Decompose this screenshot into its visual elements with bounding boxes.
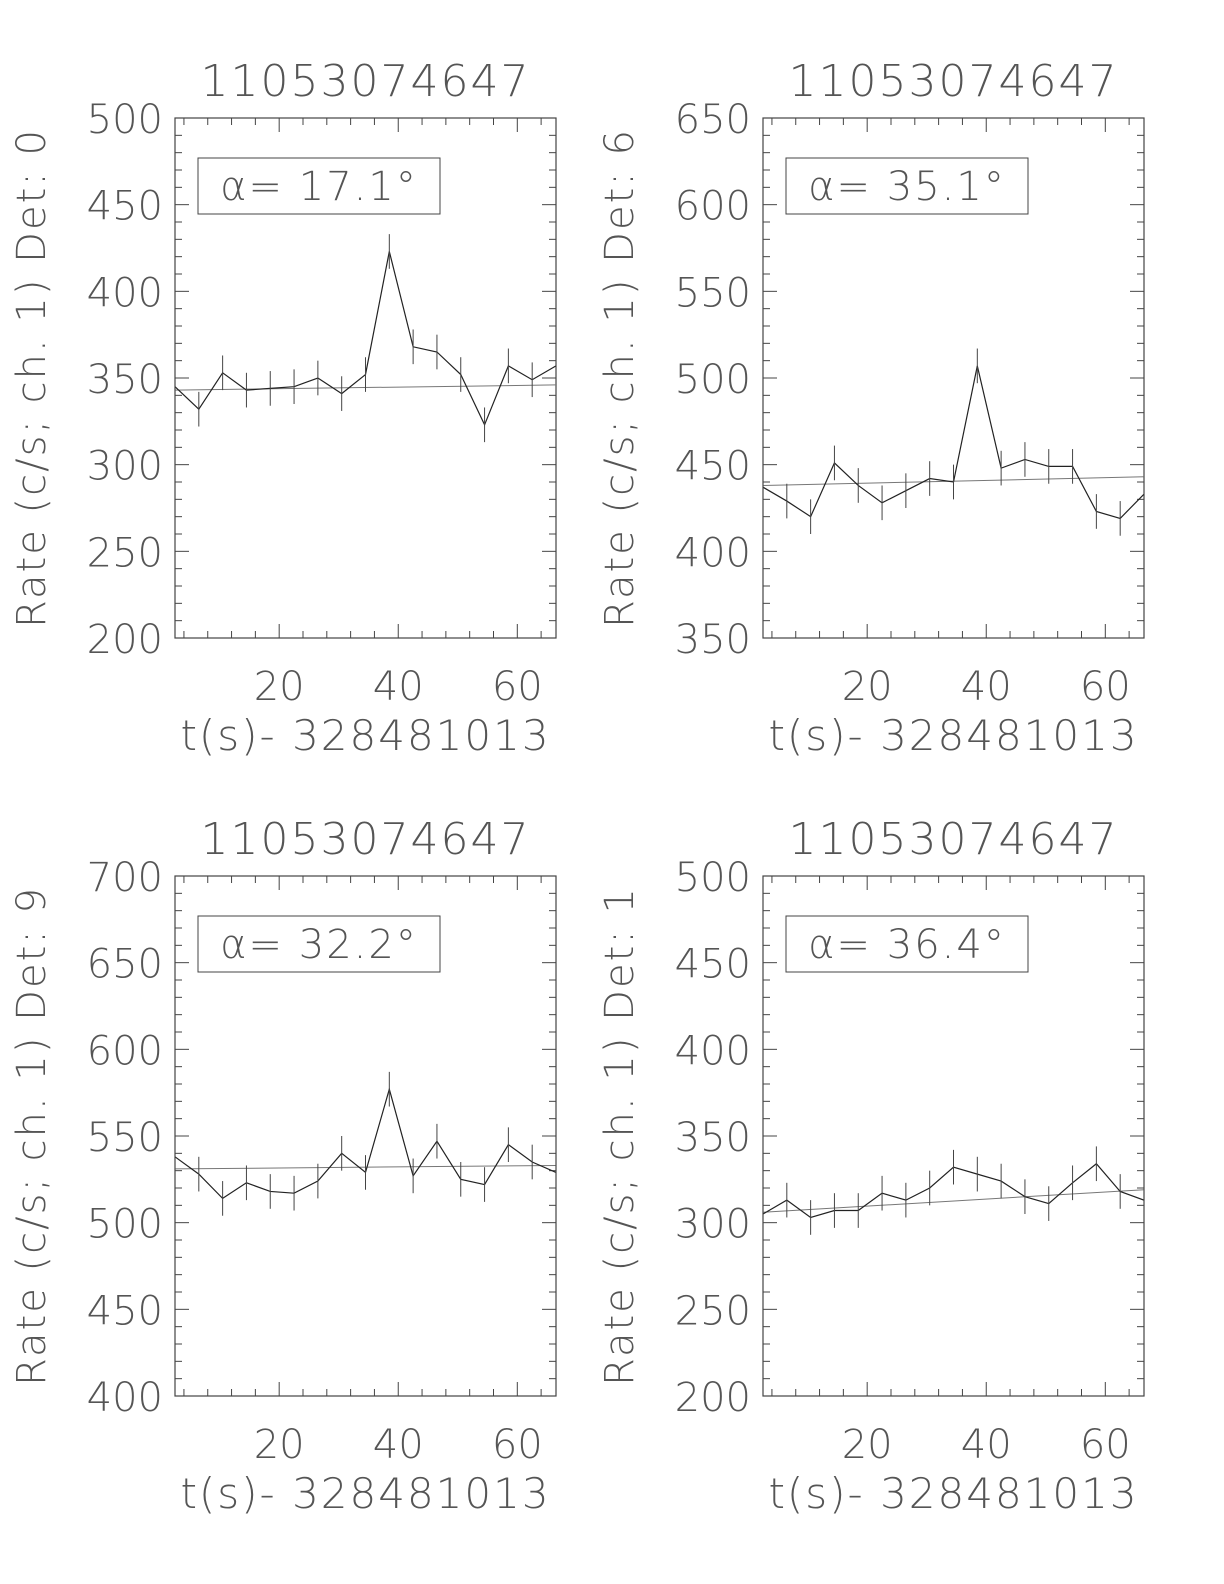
y-tick-label: 650 [675,97,751,143]
y-tick-label: 450 [87,1288,163,1334]
y-axis-label: Rate (c/s; ch. 1) Det: 1 [597,886,643,1386]
y-tick-label: 350 [675,617,751,663]
panel-title: 11053074647 [789,814,1119,865]
y-tick-label: 350 [675,1115,751,1161]
annotation-box [197,915,441,973]
y-axis-label: Rate (c/s; ch. 1) Det: 9 [9,886,55,1386]
panel-2: 400 450 500 550 600 650 700 20 40 60 11053074647 t(… [9,814,557,1518]
y-tick-label: 400 [87,1375,163,1421]
x-tick-label: 60 [1080,664,1131,710]
y-tick-label: 450 [675,942,751,988]
y-tick-label: 550 [87,1115,163,1161]
y-tick-label: 300 [675,1202,751,1248]
annotation-box [785,915,1029,973]
y-axis-label: Rate (c/s; ch. 1) Det: 6 [597,128,643,628]
y-tick-label: 200 [675,1375,751,1421]
x-axis-label: t(s)- 328481013 [768,1469,1138,1518]
x-axis-label: t(s)- 328481013 [180,711,550,760]
y-tick-label: 250 [87,530,163,576]
x-tick-label: 20 [254,1422,305,1468]
annotation-box [197,157,441,215]
y-tick-label: 200 [87,617,163,663]
panel-1: 350 400 450 500 550 600 650 20 40 60 11053074647 t(… [597,56,1145,760]
y-tick-label: 500 [87,97,163,143]
y-tick-label: 400 [675,530,751,576]
panel-title: 11053074647 [789,56,1119,107]
panel-title: 11053074647 [201,814,531,865]
y-tick-label: 250 [675,1288,751,1334]
x-tick-label: 60 [492,1422,543,1468]
annotation-label: α= 35.1° [808,164,1006,210]
y-tick-label: 450 [87,184,163,230]
annotation-label: α= 17.1° [220,164,418,210]
y-tick-label: 300 [87,444,163,490]
x-tick-label: 40 [373,664,424,710]
annotation-box [785,157,1029,215]
y-tick-label: 500 [675,855,751,901]
x-axis-label: t(s)- 328481013 [180,1469,550,1518]
y-tick-label: 350 [87,357,163,403]
annotation-label: α= 32.2° [220,922,418,968]
x-tick-label: 60 [492,664,543,710]
x-tick-label: 20 [842,664,893,710]
y-tick-label: 550 [675,270,751,316]
panel-3: 200 250 300 350 400 450 500 20 40 60 11053074647 t(… [597,814,1145,1518]
y-axis-label: Rate (c/s; ch. 1) Det: 0 [9,128,55,628]
panel-title: 11053074647 [201,56,531,107]
y-tick-label: 450 [675,444,751,490]
x-tick-label: 40 [961,1422,1012,1468]
x-tick-label: 20 [842,1422,893,1468]
x-tick-label: 20 [254,664,305,710]
fit-line [762,1189,1145,1213]
x-axis-label: t(s)- 328481013 [768,711,1138,760]
y-tick-label: 400 [87,270,163,316]
series-line [174,251,557,427]
y-tick-label: 500 [87,1202,163,1248]
panel-0: 200 250 300 350 400 450 500 20 40 60 11053074647 t(… [9,56,557,760]
x-tick-label: 60 [1080,1422,1131,1468]
annotation-label: α= 36.4° [808,922,1006,968]
y-tick-label: 500 [675,357,751,403]
y-tick-label: 400 [675,1028,751,1074]
y-tick-label: 650 [87,942,163,988]
y-tick-label: 600 [87,1028,163,1074]
y-tick-label: 700 [87,855,163,901]
x-tick-label: 40 [961,664,1012,710]
x-tick-label: 40 [373,1422,424,1468]
y-tick-label: 600 [675,184,751,230]
